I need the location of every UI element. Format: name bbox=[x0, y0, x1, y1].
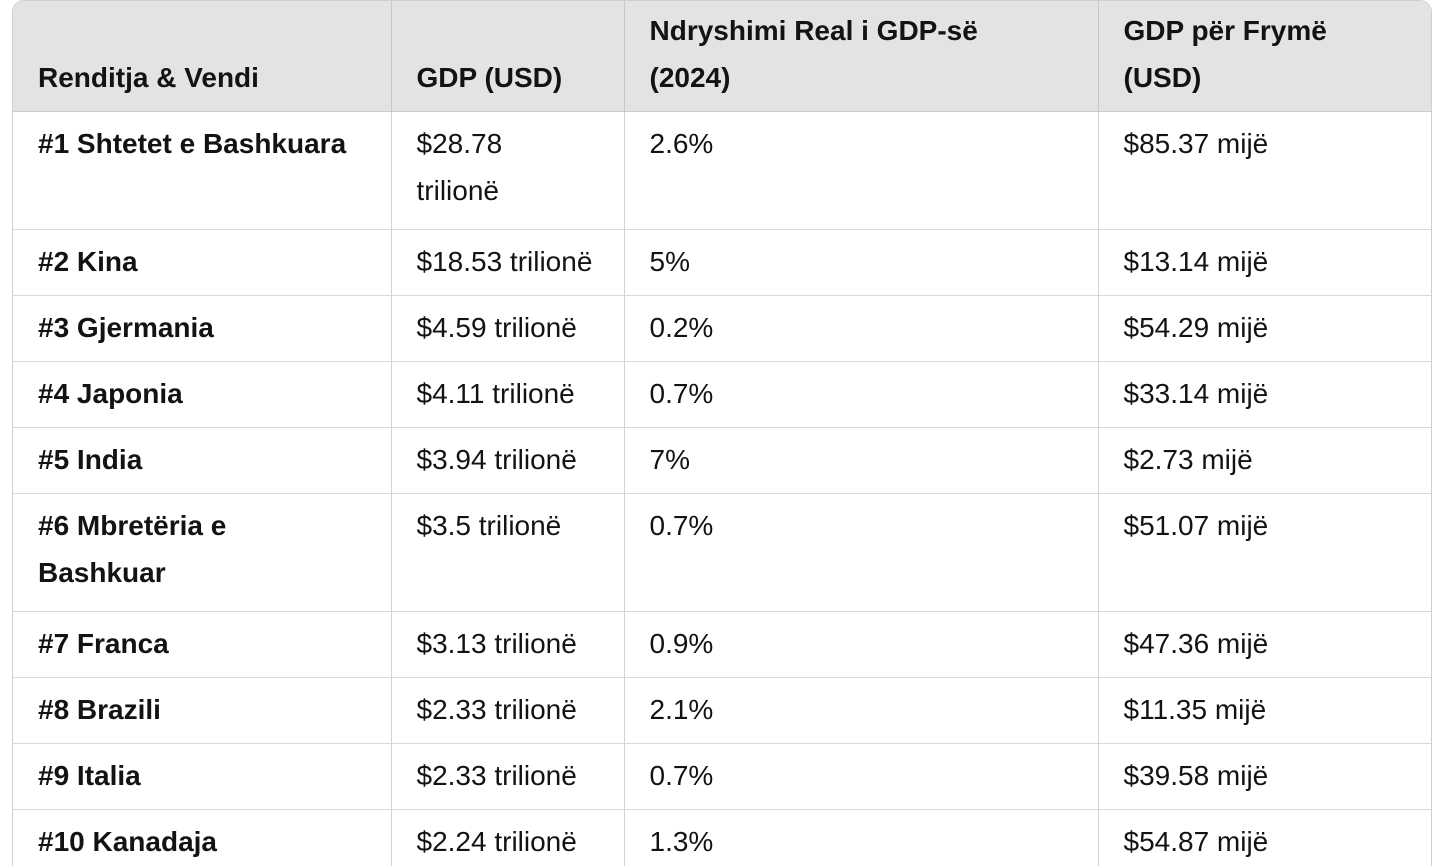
cell-gdp: $2.33 trilionë bbox=[390, 677, 624, 744]
cell-rank-country: #7 Franca bbox=[38, 628, 169, 659]
gdp-ranking-table: Renditja & Vendi GDP (USD) Ndryshimi Rea… bbox=[13, 1, 1431, 866]
cell-rank-country: #10 Kanadaja bbox=[38, 826, 217, 857]
table-row: #1 Shtetet e Bashkuara $28.78 trilionë 2… bbox=[13, 111, 1431, 230]
cell-gdp: $3.5 trilionë bbox=[390, 493, 624, 612]
header-row: Renditja & Vendi GDP (USD) Ndryshimi Rea… bbox=[13, 1, 1431, 112]
cell-rank-country: #6 Mbretëria e Bashkuar bbox=[38, 510, 227, 588]
cell-gdp-per-capita: $13.14 mijë bbox=[1097, 229, 1431, 296]
column-header-real-gdp-change: Ndryshimi Real i GDP-së (2024) bbox=[623, 1, 1098, 112]
table-row: #2 Kina $18.53 trilionë 5% $13.14 mijë bbox=[13, 229, 1431, 296]
table-row: #4 Japonia $4.11 trilionë 0.7% $33.14 mi… bbox=[13, 361, 1431, 428]
table-row: #6 Mbretëria e Bashkuar $3.5 trilionë 0.… bbox=[13, 493, 1431, 612]
cell-gdp-per-capita: $51.07 mijë bbox=[1097, 493, 1431, 612]
cell-real-change: 0.2% bbox=[623, 295, 1098, 362]
column-header-rank-country: Renditja & Vendi bbox=[38, 62, 259, 93]
table-row: #8 Brazili $2.33 trilionë 2.1% $11.35 mi… bbox=[13, 677, 1431, 744]
cell-gdp: $4.59 trilionë bbox=[390, 295, 624, 362]
column-header-gdp-per-capita: GDP për Frymë (USD) bbox=[1097, 1, 1431, 112]
cell-real-change: 2.1% bbox=[623, 677, 1098, 744]
table-row: #3 Gjermania $4.59 trilionë 0.2% $54.29 … bbox=[13, 295, 1431, 362]
cell-gdp: $2.24 trilionë bbox=[390, 809, 624, 866]
cell-gdp: $28.78 trilionë bbox=[390, 111, 624, 230]
cell-gdp: $3.13 trilionë bbox=[390, 611, 624, 678]
cell-real-change: 5% bbox=[623, 229, 1098, 296]
gdp-table-card: Renditja & Vendi GDP (USD) Ndryshimi Rea… bbox=[12, 0, 1432, 866]
cell-rank-country: #4 Japonia bbox=[38, 378, 183, 409]
cell-real-change: 0.7% bbox=[623, 361, 1098, 428]
cell-gdp-per-capita: $47.36 mijë bbox=[1097, 611, 1431, 678]
cell-real-change: 7% bbox=[623, 427, 1098, 494]
cell-rank-country: #3 Gjermania bbox=[38, 312, 214, 343]
cell-real-change: 0.7% bbox=[623, 493, 1098, 612]
cell-real-change: 0.9% bbox=[623, 611, 1098, 678]
cell-real-change: 1.3% bbox=[623, 809, 1098, 866]
table-row: #7 Franca $3.13 trilionë 0.9% $47.36 mij… bbox=[13, 611, 1431, 678]
cell-rank-country: #9 Italia bbox=[38, 760, 141, 791]
cell-gdp-per-capita: $54.29 mijë bbox=[1097, 295, 1431, 362]
cell-gdp-per-capita: $85.37 mijë bbox=[1097, 111, 1431, 230]
cell-rank-country: #1 Shtetet e Bashkuara bbox=[38, 128, 347, 159]
cell-gdp: $18.53 trilionë bbox=[390, 229, 624, 296]
cell-gdp-per-capita: $39.58 mijë bbox=[1097, 743, 1431, 810]
cell-gdp-per-capita: $33.14 mijë bbox=[1097, 361, 1431, 428]
table-row: #5 India $3.94 trilionë 7% $2.73 mijë bbox=[13, 427, 1431, 494]
cell-gdp: $4.11 trilionë bbox=[390, 361, 624, 428]
cell-gdp: $2.33 trilionë bbox=[390, 743, 624, 810]
cell-gdp-per-capita: $11.35 mijë bbox=[1097, 677, 1431, 744]
cell-gdp-per-capita: $54.87 mijë bbox=[1097, 809, 1431, 866]
cell-real-change: 0.7% bbox=[623, 743, 1098, 810]
cell-real-change: 2.6% bbox=[623, 111, 1098, 230]
cell-rank-country: #5 India bbox=[38, 444, 143, 475]
column-header-gdp: GDP (USD) bbox=[390, 1, 624, 112]
cell-gdp-per-capita: $2.73 mijë bbox=[1097, 427, 1431, 494]
table-row: #10 Kanadaja $2.24 trilionë 1.3% $54.87 … bbox=[13, 809, 1431, 866]
cell-rank-country: #8 Brazili bbox=[38, 694, 161, 725]
cell-gdp: $3.94 trilionë bbox=[390, 427, 624, 494]
cell-rank-country: #2 Kina bbox=[38, 246, 138, 277]
table-row: #9 Italia $2.33 trilionë 0.7% $39.58 mij… bbox=[13, 743, 1431, 810]
